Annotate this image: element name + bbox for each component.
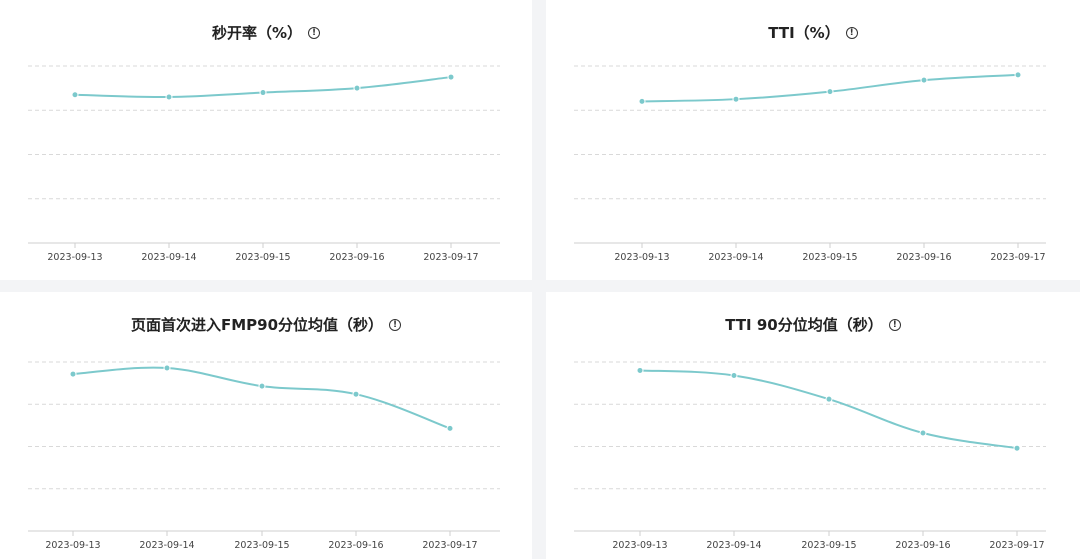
- chart-panel-tti90: TTI 90分位均值（秒） ! 2023-09-13 2023-09-14 2023…: [546, 292, 1080, 559]
- x-tick-label: 2023-09-16: [329, 252, 384, 263]
- x-tick-label: 2023-09-13: [614, 252, 669, 263]
- data-point[interactable]: [165, 93, 173, 101]
- chart-title: TTI 90分位均值（秒） !: [546, 314, 1080, 335]
- data-point[interactable]: [353, 84, 361, 92]
- data-point[interactable]: [919, 429, 927, 437]
- line-chart-tti-percent: 2023-09-13 2023-09-14 2023-09-15 2023-09-16…: [574, 65, 1046, 263]
- chart-title-text: TTI（%）: [768, 24, 840, 42]
- series-line: [72, 366, 451, 430]
- data-point[interactable]: [825, 395, 833, 403]
- data-point[interactable]: [447, 73, 455, 81]
- x-tick-label: 2023-09-16: [328, 540, 383, 551]
- data-point[interactable]: [638, 97, 646, 105]
- chart-title-text: 页面首次进入FMP90分位均值（秒）: [130, 316, 384, 334]
- info-circle-icon[interactable]: !: [308, 26, 321, 39]
- data-point[interactable]: [352, 390, 360, 398]
- info-circle-icon[interactable]: !: [888, 318, 901, 331]
- data-point[interactable]: [71, 91, 79, 99]
- x-tick-label: 2023-09-14: [141, 252, 196, 263]
- chart-title: TTI（%） !: [546, 22, 1080, 43]
- data-point[interactable]: [636, 366, 644, 374]
- data-point[interactable]: [259, 89, 267, 97]
- x-tick-label: 2023-09-15: [801, 540, 856, 551]
- data-point[interactable]: [258, 382, 266, 390]
- x-tick-label: 2023-09-17: [990, 252, 1045, 263]
- chart-title: 秒开率（%） !: [0, 22, 532, 43]
- x-tick-label: 2023-09-14: [139, 540, 194, 551]
- line-chart-open-rate: 2023-09-13 2023-09-14 2023-09-15 2023-09-16…: [28, 65, 500, 263]
- chart-panel-open-rate: 秒开率（%） ! 2023-09-13 2023-09-14 2023-09-15 2…: [0, 0, 532, 280]
- chart-title-text: 秒开率（%）: [211, 24, 303, 42]
- x-tick-label: 2023-09-17: [989, 540, 1044, 551]
- x-tick-label: 2023-09-14: [708, 252, 763, 263]
- data-point[interactable]: [446, 424, 454, 432]
- line-chart-tti90: 2023-09-13 2023-09-14 2023-09-15 2023-09-16…: [574, 361, 1046, 551]
- chart-title: 页面首次进入FMP90分位均值（秒） !: [0, 314, 532, 335]
- x-tick-label: 2023-09-15: [802, 252, 857, 263]
- x-tick-label: 2023-09-16: [896, 252, 951, 263]
- x-tick-label: 2023-09-14: [706, 540, 761, 551]
- line-chart-fmp90: 2023-09-13 2023-09-14 2023-09-15 2023-09-16…: [28, 361, 500, 551]
- x-tick-label: 2023-09-13: [612, 540, 667, 551]
- x-tick-label: 2023-09-15: [235, 252, 290, 263]
- data-point[interactable]: [163, 364, 171, 372]
- x-tick-label: 2023-09-15: [234, 540, 289, 551]
- data-point[interactable]: [69, 370, 77, 378]
- data-point[interactable]: [1014, 71, 1022, 79]
- x-tick-label: 2023-09-17: [423, 252, 478, 263]
- data-point[interactable]: [1013, 444, 1021, 452]
- x-tick-label: 2023-09-17: [422, 540, 477, 551]
- info-circle-icon[interactable]: !: [845, 26, 858, 39]
- data-point[interactable]: [730, 372, 738, 380]
- x-tick-label: 2023-09-13: [47, 252, 102, 263]
- x-tick-label: 2023-09-16: [895, 540, 950, 551]
- series-line: [641, 73, 1019, 103]
- data-point[interactable]: [826, 88, 834, 96]
- data-point[interactable]: [920, 76, 928, 84]
- chart-title-text: TTI 90分位均值（秒）: [725, 316, 883, 334]
- series-line: [639, 369, 1018, 450]
- data-point[interactable]: [732, 95, 740, 103]
- info-circle-icon[interactable]: !: [389, 318, 402, 331]
- chart-panel-tti-percent: TTI（%） ! 2023-09-13 2023-09-14 2023-09-15 2…: [546, 0, 1080, 280]
- x-tick-label: 2023-09-13: [45, 540, 100, 551]
- chart-panel-fmp90: 页面首次进入FMP90分位均值（秒） ! 2023-09-13 2023-09-1…: [0, 292, 532, 559]
